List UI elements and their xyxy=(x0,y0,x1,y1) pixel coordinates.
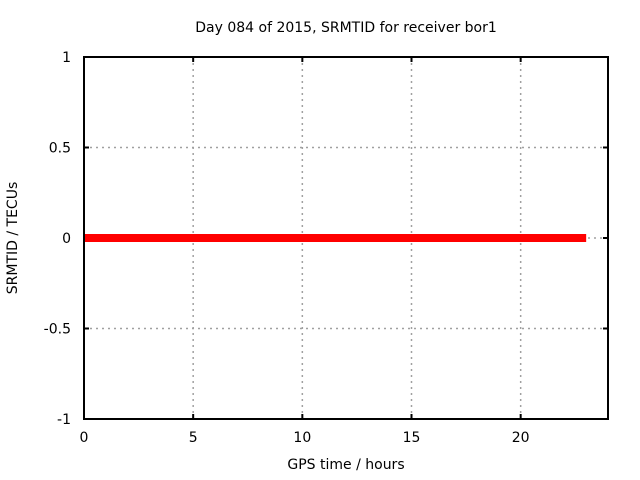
y-tick-label: 1 xyxy=(62,50,71,66)
x-tick-label: 10 xyxy=(293,430,311,446)
y-tick-label: -1 xyxy=(57,412,71,428)
y-tick-label: 0 xyxy=(62,231,71,247)
y-tick-label: -0.5 xyxy=(44,322,71,338)
x-tick-label: 5 xyxy=(189,430,198,446)
plot-border xyxy=(83,56,609,420)
x-tick-label: 15 xyxy=(403,430,421,446)
x-axis-label: GPS time / hours xyxy=(287,457,405,473)
x-tick-label: 20 xyxy=(512,430,530,446)
x-tick-label: 0 xyxy=(80,430,89,446)
y-tick-label: 0.5 xyxy=(49,141,71,157)
chart-title: Day 084 of 2015, SRMTID for receiver bor… xyxy=(195,20,497,36)
